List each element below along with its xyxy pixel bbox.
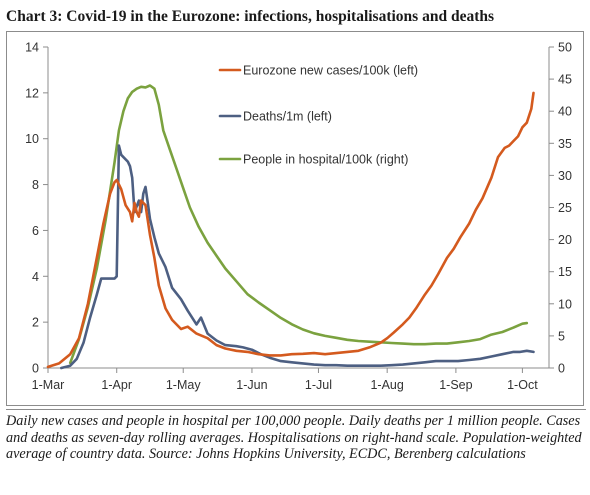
y-right-tick-label: 30 (558, 169, 572, 183)
series-group (46, 84, 535, 370)
y-right-tick-label: 5 (558, 329, 565, 343)
y-left-tick-label: 2 (32, 316, 39, 330)
y-left-tick-label: 6 (32, 224, 39, 238)
legend: Eurozone new cases/100k (left) Deaths/1m … (218, 64, 418, 167)
y-left-tick-label: 8 (32, 178, 39, 192)
chart-frame (6, 31, 584, 406)
y-left-tick-label: 10 (25, 132, 39, 146)
y-right-tick-label: 35 (558, 137, 572, 151)
series-line-0 (46, 91, 535, 369)
legend-label-2: People in hospital/100k (right) (243, 153, 408, 167)
series-line-1 (60, 144, 535, 370)
x-tick-label: 1-May (166, 378, 201, 392)
x-tick-label: 1-Sep (439, 378, 472, 392)
x-tick-label: 1-Mar (32, 378, 65, 392)
chart-plot: 0 2 4 6 8 10 12 14 0 5 10 15 20 25 30 35 40 45 50 1-Mar 1-Ap… (25, 41, 572, 393)
y-left-tick-label: 0 (32, 362, 39, 376)
y-left-tick-label: 14 (25, 41, 39, 55)
x-tick-label: 1-Jul (305, 378, 332, 392)
x-tick-label: 1-Apr (101, 378, 132, 392)
x-tick-label: 1-Jun (236, 378, 267, 392)
y-right-tick-label: 0 (558, 362, 565, 376)
y-left-tick-label: 4 (32, 270, 39, 284)
y-right-tick-label: 20 (558, 233, 572, 247)
y-right-tick-label: 10 (558, 297, 572, 311)
y-right-tick-label: 40 (558, 105, 572, 119)
axes: 0 2 4 6 8 10 12 14 0 5 10 15 20 25 30 35 40 45 50 1-Mar 1-Ap… (25, 41, 572, 393)
x-tick-label: 1-Aug (370, 378, 403, 392)
y-right-tick-label: 50 (558, 41, 572, 55)
legend-label-0: Eurozone new cases/100k (left) (243, 64, 418, 78)
y-right-tick-label: 25 (558, 201, 572, 215)
chart-caption: Daily new cases and people in hospital p… (6, 409, 586, 463)
chart-title: Chart 3: Covid-19 in the Eurozone: infec… (6, 8, 495, 25)
x-tick-label: 1-Oct (507, 378, 538, 392)
y-left-tick-label: 12 (25, 86, 39, 100)
y-right-tick-label: 15 (558, 265, 572, 279)
y-right-tick-label: 45 (558, 73, 572, 87)
legend-label-1: Deaths/1m (left) (243, 110, 332, 124)
series-line-2 (68, 84, 529, 365)
